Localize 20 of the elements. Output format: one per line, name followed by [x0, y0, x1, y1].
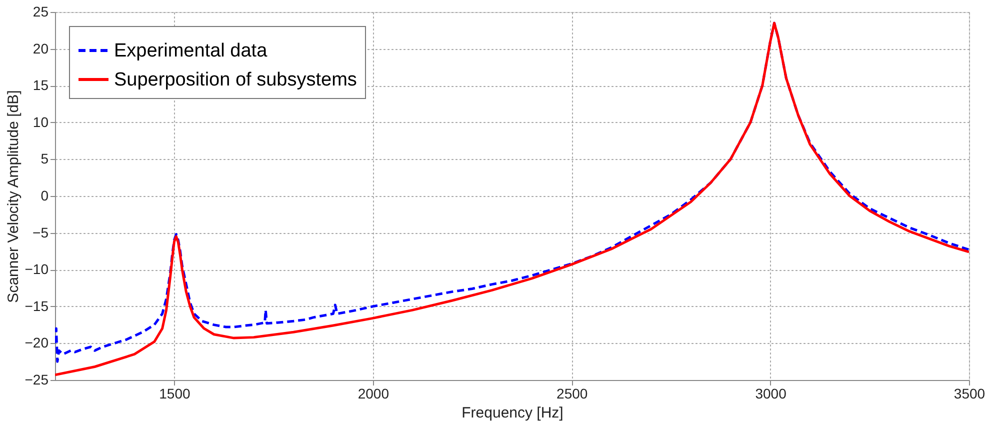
y-tick-label: 20	[32, 40, 49, 56]
y-tick-label: −25	[24, 372, 49, 388]
y-tick-label: 5	[40, 150, 49, 167]
y-tick-label: −15	[24, 298, 49, 314]
x-axis-title: Frequency [Hz]	[462, 404, 564, 422]
x-tick-label: 2000	[358, 386, 390, 402]
y-tick-label: 10	[32, 114, 49, 130]
y-tick-label: −10	[24, 261, 49, 278]
x-tick-label: 3000	[755, 386, 787, 402]
x-tick-label: 3500	[954, 386, 986, 402]
legend-label: Superposition of subsystems	[114, 70, 357, 90]
x-tick-label: 2500	[556, 386, 588, 402]
legend-label: Experimental data	[114, 40, 268, 62]
y-tick-label: 15	[32, 77, 49, 94]
y-tick-label: −5	[32, 224, 49, 240]
y-tick-label: 25	[32, 4, 49, 20]
y-axis-title: Scanner Velocity Amplitude [dB]	[4, 90, 22, 303]
y-tick-label: 0	[40, 188, 49, 204]
y-tick-label: −20	[24, 334, 49, 351]
x-tick-label: 1500	[159, 386, 190, 402]
